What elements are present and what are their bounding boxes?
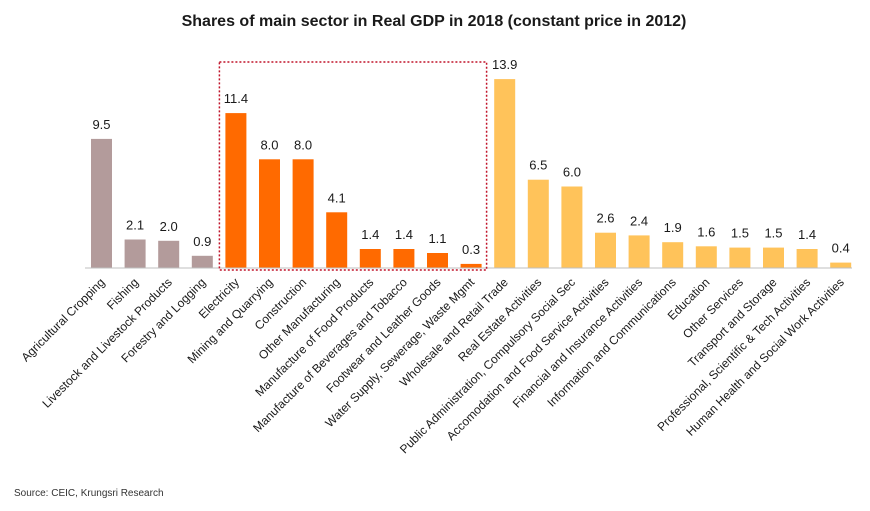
bar xyxy=(292,159,314,268)
bar-group xyxy=(91,79,852,268)
bar xyxy=(695,246,717,268)
bar xyxy=(91,138,112,268)
bar xyxy=(796,249,818,268)
bar xyxy=(393,249,415,268)
bar xyxy=(191,255,213,268)
bar xyxy=(595,232,616,268)
bar xyxy=(662,242,684,268)
bar xyxy=(460,263,482,268)
bar xyxy=(326,212,348,268)
value-label: 9.5 xyxy=(92,117,110,132)
bar xyxy=(527,179,549,268)
bar xyxy=(561,186,583,268)
bar xyxy=(158,240,180,268)
value-label-group: 9.5 2.1 2.0 0.9 11.4 8.0 8.0 4.1 1.4 1.4 1.1 0.3 13.… xyxy=(92,57,849,257)
value-label: 11.4 xyxy=(224,91,248,106)
chart-title: Shares of main sector in Real GDP in 201… xyxy=(182,13,687,30)
value-label: 4.1 xyxy=(328,190,346,205)
bar xyxy=(225,113,247,268)
value-label: 8.0 xyxy=(260,137,278,152)
value-label: 1.6 xyxy=(697,224,715,239)
bar xyxy=(628,235,650,268)
value-label: 0.4 xyxy=(832,241,850,256)
source-note: Source: CEIC, Krungsri Research xyxy=(14,488,164,499)
bar xyxy=(259,159,280,268)
bar xyxy=(830,262,852,268)
value-label: 1.9 xyxy=(664,220,682,235)
value-label: 2.4 xyxy=(630,213,648,228)
value-label: 2.0 xyxy=(160,219,178,234)
value-label: 1.4 xyxy=(395,227,413,242)
value-label: 1.4 xyxy=(361,227,379,242)
category-label: Livestock and Livestock Products xyxy=(39,275,174,410)
value-label: 1.4 xyxy=(798,227,816,242)
category-label: Human Health and Social Work Activities xyxy=(683,275,846,438)
value-label: 13.9 xyxy=(492,57,517,72)
value-label: 2.1 xyxy=(126,218,144,233)
bar xyxy=(494,79,516,268)
value-label: 8.0 xyxy=(294,137,312,152)
value-label: 1.1 xyxy=(428,231,446,246)
value-label: 1.5 xyxy=(731,226,749,241)
bar xyxy=(729,247,751,268)
bar xyxy=(359,249,381,268)
bar xyxy=(124,239,146,268)
value-label: 0.9 xyxy=(193,234,211,249)
bar xyxy=(763,247,784,268)
highlight-box xyxy=(218,61,488,271)
value-label: 6.5 xyxy=(529,158,547,173)
value-label: 6.0 xyxy=(563,165,581,180)
value-label: 1.5 xyxy=(764,226,782,241)
bar xyxy=(427,253,448,268)
value-label: 0.3 xyxy=(462,242,480,257)
value-label: 2.6 xyxy=(596,211,614,226)
